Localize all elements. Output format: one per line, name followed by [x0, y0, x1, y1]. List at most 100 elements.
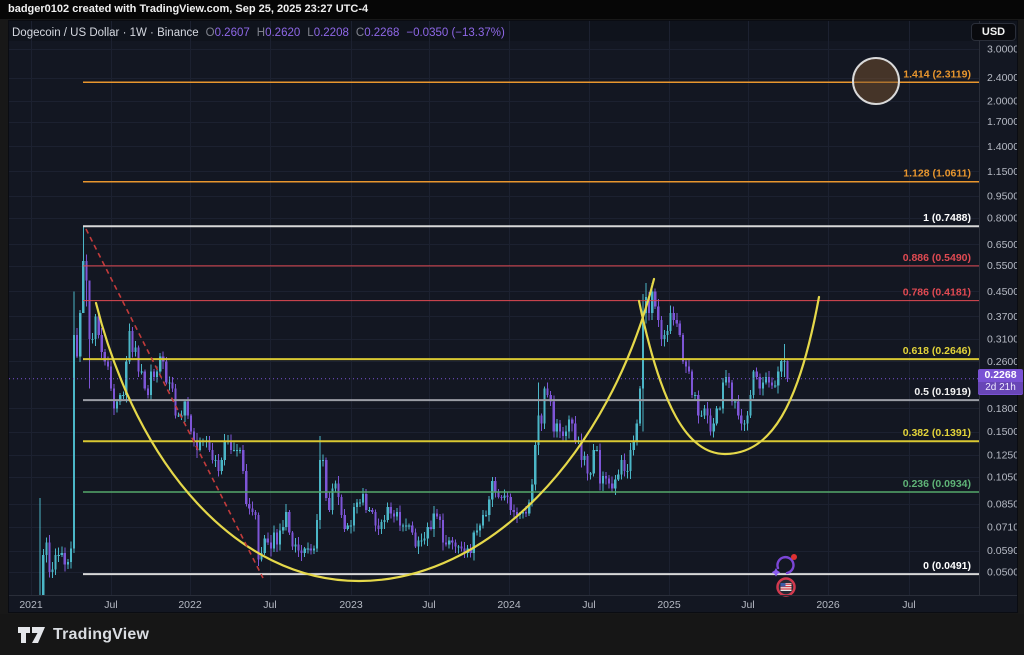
up-candle-body: [54, 555, 57, 570]
down-candle-body: [697, 394, 700, 416]
ohlc-close-value: 0.2268: [364, 27, 400, 39]
up-candle-body: [749, 394, 752, 416]
down-candle-body: [325, 460, 328, 499]
price-axis[interactable]: 3.0000 2.4000 2.0000 1.7000 1.4000 1.1500 0.95…: [987, 44, 1017, 579]
down-candle-body: [497, 492, 500, 497]
down-candle-body: [365, 493, 368, 511]
up-candle-body: [125, 361, 128, 395]
up-candle-body: [568, 419, 571, 432]
down-candle-body: [429, 527, 432, 529]
price-tick-label: 0.1050: [987, 472, 1017, 484]
up-candle-body: [334, 483, 337, 489]
up-candle-body: [528, 502, 531, 514]
up-candle-body: [318, 460, 322, 521]
fib-retracement[interactable]: 1.414 (2.3119) 1.128 (1.0611) 1 (0.7488) 0.…: [83, 68, 979, 576]
down-candle-body: [654, 291, 657, 307]
down-candle-body: [174, 388, 177, 416]
down-candle-body: [112, 388, 116, 409]
up-candle-body: [168, 382, 171, 384]
up-candle-body: [715, 408, 718, 424]
up-candle-body: [475, 530, 478, 533]
down-candle-body: [561, 431, 565, 436]
up-candle-body: [349, 525, 352, 527]
legend[interactable]: Dogecoin / US Dollar · 1W · Binance O0.26…: [12, 25, 505, 41]
time-tick-label: Jul: [902, 599, 915, 611]
price-tick-label: 0.3700: [987, 311, 1017, 323]
down-candle-body: [657, 306, 660, 320]
cyclone-sticker[interactable]: [771, 554, 797, 577]
up-candle-body: [331, 488, 334, 511]
down-candle-body: [300, 550, 303, 553]
usa-flag-sticker[interactable]: [776, 577, 796, 597]
up-candle-body: [718, 408, 721, 410]
currency-button[interactable]: USD: [971, 23, 1016, 41]
fib-level-label: 0.786 (0.4181): [903, 287, 971, 299]
down-candle-body: [248, 504, 251, 509]
cup-curve-1[interactable]: [94, 277, 656, 583]
up-candle-body: [521, 511, 525, 514]
down-candle-body: [208, 440, 211, 450]
up-candle-body: [45, 542, 48, 556]
up-candle-body: [734, 401, 737, 403]
down-candle-body: [727, 376, 731, 383]
up-candle-body: [322, 460, 325, 462]
up-candle-body: [589, 473, 592, 475]
price-tick-label: 0.0710: [987, 522, 1017, 534]
down-candle-body: [106, 361, 109, 367]
up-candle-body: [663, 334, 666, 339]
flag-stripe: [780, 586, 792, 588]
highlight-circle[interactable]: [852, 57, 900, 105]
up-candle-body: [306, 548, 309, 550]
up-candle-body: [564, 431, 568, 436]
up-candle-body: [346, 525, 349, 529]
down-candle-body: [152, 371, 156, 377]
up-candle-body: [666, 330, 669, 335]
fib-level-label: 0.886 (0.5490): [903, 252, 971, 264]
ohlc-low-value: 0.2208: [313, 27, 349, 39]
down-candle-body: [186, 401, 189, 416]
up-candle-body: [79, 312, 82, 357]
cyclone-arc: [776, 555, 795, 575]
symbol-title[interactable]: Dogecoin / US Dollar · 1W · Binance: [12, 27, 199, 39]
price-tick-label: 0.4500: [987, 286, 1017, 298]
up-candle-body: [220, 460, 223, 472]
up-candle-body: [358, 502, 362, 504]
down-candle-body: [389, 507, 392, 514]
fib-level-label: 1.414 (2.3119): [903, 68, 971, 80]
down-candle-body: [291, 532, 294, 547]
time-axis[interactable]: 2021 Jul 2022 Jul 2023 Jul 2024 Jul 2025 Jul 2026 J…: [19, 599, 915, 611]
up-candle-body: [555, 423, 558, 432]
up-candle-body: [91, 338, 94, 340]
up-candle-body: [620, 460, 623, 475]
flag-stripe: [780, 588, 792, 590]
down-candle-body: [540, 415, 543, 424]
last-price-value: 0.2268: [984, 369, 1017, 381]
down-candle-body: [675, 319, 678, 324]
up-candle-body: [638, 388, 641, 424]
cup-curve-2[interactable]: [637, 295, 821, 456]
price-tick-label: 0.8000: [987, 212, 1017, 224]
down-candle-body: [392, 513, 395, 517]
down-candle-body: [211, 449, 214, 461]
up-candle-body: [614, 479, 617, 489]
down-candle-body: [435, 513, 438, 517]
footer-bar: TradingView: [0, 614, 1024, 655]
up-candle-body: [457, 546, 460, 548]
up-candle-body: [537, 415, 540, 446]
up-candle-body: [478, 525, 482, 531]
up-candle-body: [651, 291, 654, 313]
price-tick-label: 2.0000: [987, 95, 1017, 107]
down-candle-body: [445, 542, 448, 545]
up-candle-body: [380, 521, 383, 529]
down-candle-body: [269, 542, 272, 549]
descending-trendline[interactable]: [85, 228, 264, 579]
down-candle-body: [549, 394, 552, 402]
down-candle-body: [85, 261, 88, 281]
up-candle-body: [592, 449, 595, 474]
up-candle-body: [159, 356, 162, 372]
up-candle-body: [312, 548, 315, 551]
up-candle-body: [420, 540, 423, 542]
fib-level-label: 0.618 (0.2646): [903, 345, 971, 357]
up-candle-body: [432, 513, 435, 529]
